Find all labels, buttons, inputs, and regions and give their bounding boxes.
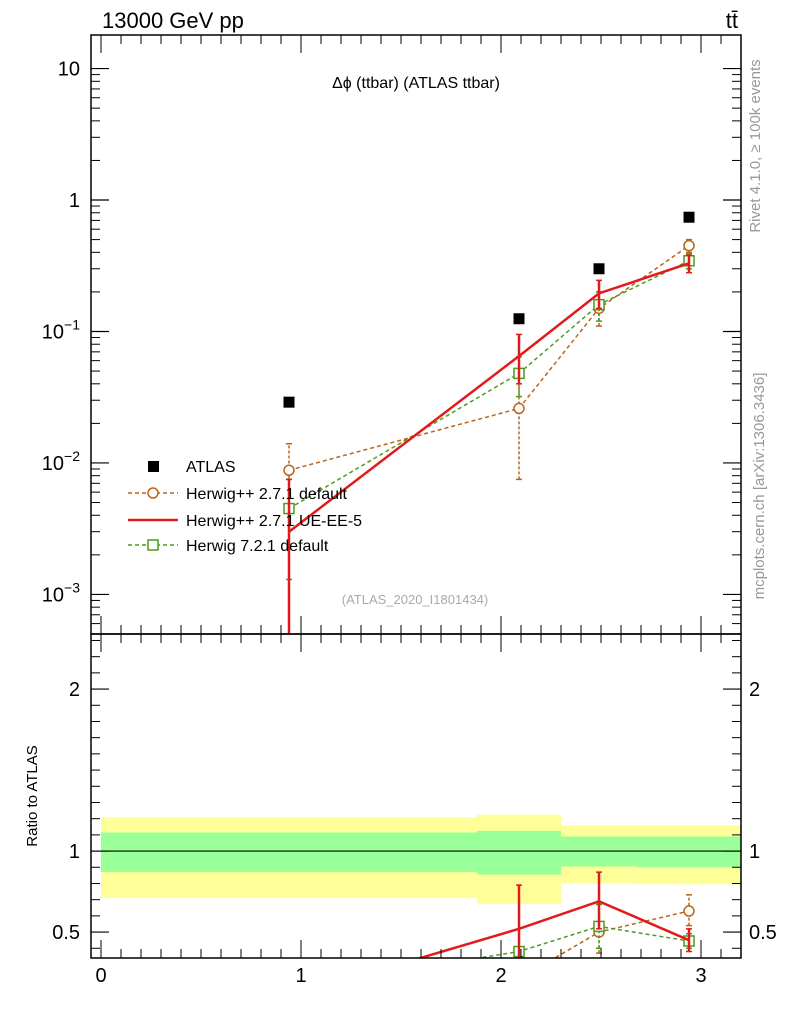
- legend-entry-herwigpp-default: Herwig++ 2.7.1 default: [128, 486, 348, 503]
- main-series-herwigpppp-2-7-1-ue-ee-5: [286, 254, 692, 634]
- ratio-y-tick-label-right: 0.5: [749, 922, 777, 944]
- uncertainty-band-green: [477, 830, 561, 875]
- legend-marker-herwigpp-default: [147, 487, 159, 499]
- energy-label: 13000 GeV pp: [102, 8, 244, 33]
- legend-label-herwig7-default: Herwig 7.2.1 default: [186, 538, 329, 555]
- data-point: [683, 239, 695, 252]
- process-label: tt̄: [726, 8, 738, 33]
- ratio-y-tick-label: 1: [69, 841, 80, 863]
- ratio-y-tick-label: 0.5: [52, 922, 80, 944]
- legend: ATLAS Herwig++ 2.7.1 default Herwig++ 2.…: [128, 459, 362, 555]
- uncertainty-band-green: [101, 832, 477, 873]
- data-point: [283, 464, 295, 477]
- y-tick-exponent: −2: [64, 448, 80, 464]
- main-series-herwigpppp-2-7-1-default: [283, 238, 695, 510]
- y-tick-label: 10: [58, 59, 80, 81]
- y-tick-label: 10−2: [42, 448, 80, 475]
- main-series-atlas: [283, 211, 695, 408]
- ratio-y-axis-label: Ratio to ATLAS: [24, 745, 41, 846]
- ratio-y-tick-label: 2: [69, 679, 80, 701]
- legend-entry-atlas: ATLAS: [148, 459, 236, 476]
- series-line: [288, 245, 690, 471]
- data-point: [683, 211, 695, 223]
- ratio-y-tick-label-right: 1: [749, 841, 760, 863]
- x-tick-label: 3: [695, 965, 706, 987]
- ratio-series-herwig-7-2-1-default: [284, 903, 695, 994]
- legend-marker-herwig7-default: [147, 539, 159, 551]
- y-tick-label: 1: [69, 190, 80, 212]
- legend-label-atlas: ATLAS: [186, 459, 236, 476]
- ratio-y-tick-label-right: 2: [749, 679, 760, 701]
- series-line: [288, 262, 690, 533]
- data-point: [514, 974, 524, 984]
- series-line: [474, 925, 690, 958]
- y-tick-base: 10: [42, 453, 64, 475]
- y-tick-exponent: −3: [64, 579, 80, 595]
- main-x-ticks: [100, 35, 742, 634]
- main-series-herwig-7-2-1-default: [283, 253, 695, 581]
- uncertainty-band-green: [637, 836, 741, 868]
- x-tick-label: 1: [295, 965, 306, 987]
- y-tick-exponent: −1: [64, 316, 80, 332]
- ratio-ticks: 0.5 0.5 1 1 2 2 0 1 2 3: [52, 634, 777, 987]
- legend-entry-herwigpp-ueee5: Herwig++ 2.7.1 UE-EE-5: [128, 513, 362, 530]
- data-point: [284, 984, 294, 994]
- ratio-panel: 0.5 0.5 1 1 2 2 0 1 2 3 Ratio to ATLAS: [24, 633, 777, 994]
- analysis-watermark: (ATLAS_2020_I1801434): [342, 592, 488, 607]
- ratio-plot-marks: [91, 814, 741, 994]
- ratio-series-herwigpppp-2-7-1-default: [284, 894, 695, 984]
- plot-title: Δϕ (ttbar) (ATLAS ttbar): [332, 75, 500, 92]
- y-tick-label: 10−1: [42, 316, 80, 343]
- data-point: [283, 396, 295, 408]
- x-tick-label: 2: [495, 965, 506, 987]
- legend-entry-herwig7-default: Herwig 7.2.1 default: [128, 538, 329, 555]
- data-point: [513, 313, 525, 325]
- data-point: [284, 959, 294, 969]
- mcplots-label: mcplots.cern.ch [arXiv:1306.3436]: [751, 373, 768, 600]
- ratio-series-herwigpppp-2-7-1-ue-ee-5: [416, 871, 692, 958]
- data-point: [683, 905, 695, 917]
- legend-label-herwigpp-default: Herwig++ 2.7.1 default: [186, 486, 348, 503]
- series-line: [416, 899, 690, 958]
- y-tick-base: 10: [42, 321, 64, 343]
- data-point: [513, 402, 525, 415]
- x-tick-label: 0: [95, 965, 106, 987]
- legend-label-herwigpp-ueee5: Herwig++ 2.7.1 UE-EE-5: [186, 513, 362, 530]
- series-line: [553, 910, 690, 958]
- main-plot-marks: [283, 211, 695, 634]
- ratio-plot-frame: [90, 633, 742, 959]
- rivet-label: Rivet 4.1.0, ≥ 100k events: [747, 59, 764, 232]
- y-tick-base: 10: [42, 584, 64, 606]
- y-tick-label: 10−3: [42, 579, 80, 606]
- legend-marker-atlas: [148, 461, 159, 472]
- data-point: [593, 263, 605, 275]
- series-line: [288, 260, 690, 510]
